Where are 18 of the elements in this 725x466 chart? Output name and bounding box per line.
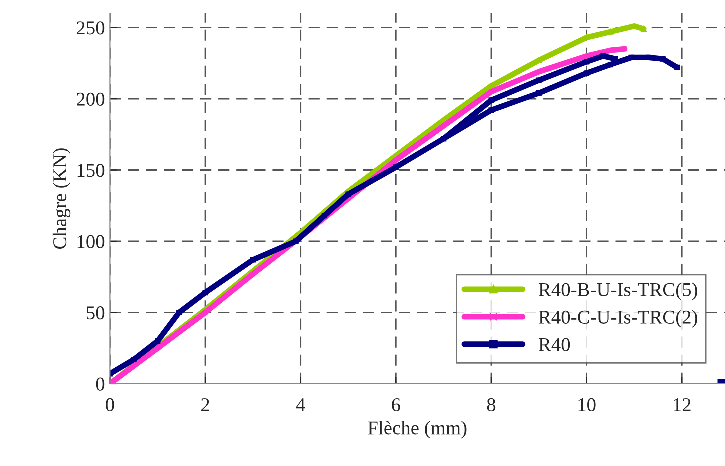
y-axis-title: Chagre (KN) — [52, 148, 71, 249]
x-tick-label: 6 — [392, 398, 400, 412]
y-tick-label: 150 — [78, 164, 105, 178]
legend-label: R40-C-U-Is-TRC(2) — [538, 310, 698, 328]
x-tick-label: 0 — [106, 398, 114, 412]
legend-label: R40-B-U-Is-TRC(5) — [538, 282, 698, 300]
x-tick-label: 10 — [578, 398, 596, 412]
y-tick-label: 200 — [77, 92, 105, 106]
x-tick-label: 2 — [202, 398, 210, 412]
x-axis-title: Flèche (mm) — [368, 421, 467, 439]
y-tick-label: 0 — [96, 378, 105, 391]
y-tick-label: 100 — [78, 235, 105, 248]
x-tick-label: 12 — [674, 398, 691, 412]
y-tick-label: 250 — [77, 22, 105, 35]
legend-label: R40 — [538, 338, 570, 352]
x-tick-label: 4 — [296, 398, 306, 412]
y-tick-label: 50 — [87, 306, 105, 320]
x-tick-label: 8 — [487, 398, 496, 412]
